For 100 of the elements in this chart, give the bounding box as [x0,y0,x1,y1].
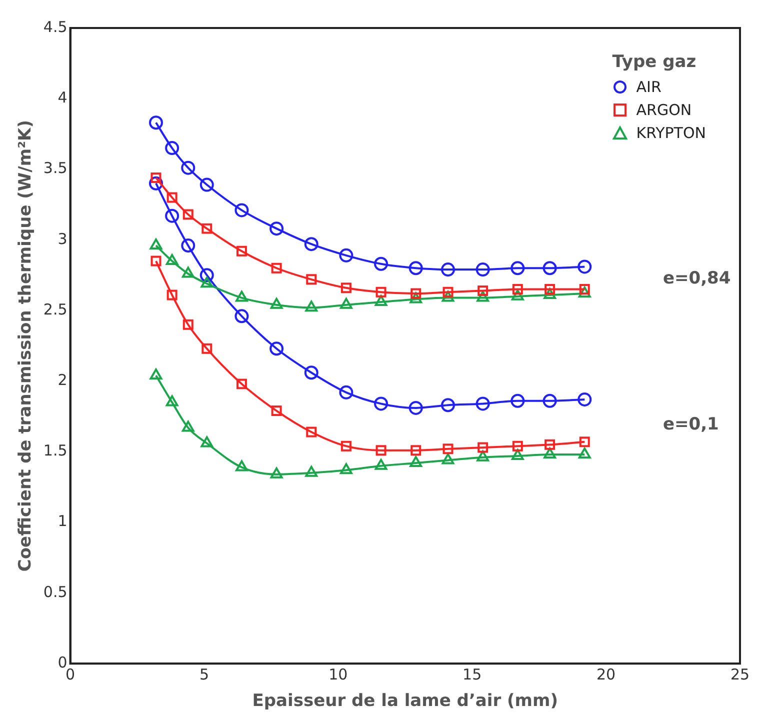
point [148,176,163,190]
point [236,378,247,390]
point [166,254,178,266]
y-tick-label: 3 [58,230,68,248]
point [182,420,194,432]
point [166,192,178,203]
point [200,436,214,448]
y-tick-label: 4.5 [43,18,68,36]
point [340,282,352,294]
point [442,290,454,302]
y-tick-label: 4 [58,88,68,107]
point [510,394,525,408]
y-tick-label: 1 [58,512,68,530]
point [376,286,386,298]
point [544,288,556,299]
point [440,262,455,277]
legend-label: AIR [636,78,662,96]
point [339,248,354,262]
point [410,288,422,299]
point [182,209,194,220]
point [200,178,214,192]
point [408,261,423,276]
point [579,284,590,295]
point [165,141,180,156]
point [150,172,162,183]
point [304,237,318,252]
point [200,276,214,288]
x-tick-label: 15 [462,665,482,684]
point [374,295,388,306]
point [271,406,282,416]
point [150,368,162,380]
point [305,300,318,312]
point [410,456,422,468]
point [376,445,386,456]
point [476,396,490,411]
point [181,238,196,253]
y-tick-label: 3.5 [43,159,68,178]
annotation: e=0,84 [662,268,731,288]
point [339,385,354,400]
x-tick-label: 10 [328,665,348,684]
y-tick-label: 0 [58,653,68,672]
point [511,289,524,300]
legend-title: Type gaz [612,52,698,72]
point [271,262,282,274]
point [442,286,454,298]
point [544,439,556,450]
point [410,445,422,456]
point [304,366,318,380]
annotation: e=0,1 [662,414,719,435]
point [234,309,249,324]
point [511,448,524,460]
point [478,442,488,453]
point [510,261,525,276]
point [578,260,592,274]
point [270,342,284,356]
point [306,426,317,438]
y-axis-title: Coefficient de transmission thermique (W/m²K) [16,120,36,572]
point [270,467,283,478]
legend-label: KRYPTON [636,124,706,142]
point [374,396,388,411]
y-tick-label: 2.5 [43,300,68,318]
point [440,398,455,412]
point [544,448,556,459]
point [202,223,212,234]
point [181,160,196,175]
y-tick-label: 2 [58,371,68,389]
point [270,222,284,236]
point [408,400,423,415]
x-tick-label: 5 [199,665,209,684]
point [578,286,591,298]
point [234,203,249,218]
point [579,436,590,448]
point [512,284,523,295]
x-tick-label: 20 [596,665,616,684]
x-tick-label: 25 [730,665,750,684]
point [150,238,162,250]
point [148,116,163,130]
point [542,261,557,276]
point [410,292,422,304]
point [340,440,352,452]
y-tick-label: 0.5 [43,582,68,601]
point [374,458,388,470]
point [374,256,388,271]
point [182,266,194,278]
point [340,298,352,309]
point [150,256,162,266]
point [305,466,318,477]
point [236,460,248,472]
point [165,208,180,223]
point [306,274,317,285]
point [578,448,591,459]
point [442,453,454,464]
point [476,290,490,302]
x-axis-title: Epaisseur de la lame d’air (mm) [252,691,558,712]
point [476,450,490,462]
point [340,463,352,474]
point [182,319,194,330]
point [236,290,248,302]
point [166,290,178,300]
point [512,440,523,452]
